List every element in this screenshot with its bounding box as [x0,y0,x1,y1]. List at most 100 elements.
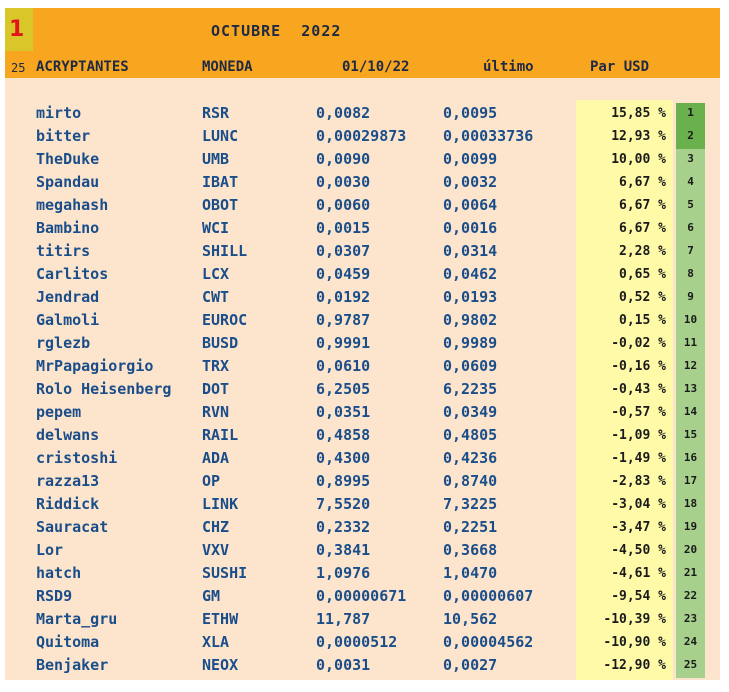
percent-change: -4,50 % [611,543,666,558]
start-price: 0,4858 [316,426,371,444]
rank-cell: 12 [676,356,705,379]
column-header-ultimo[interactable]: último [483,59,534,75]
percent-change: 2,28 % [619,244,666,259]
table-row[interactable]: Galmoli EUROC 0,9787 0,9802 0,15 % 10 [5,310,720,333]
table-row[interactable]: Jendrad CWT 0,0192 0,0193 0,52 % 9 [5,287,720,310]
start-price: 0,0610 [316,357,371,375]
participant-name: pepem [36,403,82,421]
last-price: 7,3225 [443,495,498,513]
percent-change: -0,57 % [611,405,666,420]
table-row[interactable]: Sauracat CHZ 0,2332 0,2251 -3,47 % 19 [5,517,720,540]
start-price: 0,2332 [316,518,371,536]
coin-symbol: CHZ [202,518,230,536]
table-row[interactable]: Spandau IBAT 0,0030 0,0032 6,67 % 4 [5,172,720,195]
participant-name: Lor [36,541,64,559]
participant-name: Sauracat [36,518,109,536]
column-header-moneda[interactable]: MONEDA [202,59,253,75]
table-row[interactable]: Riddick LINK 7,5520 7,3225 -3,04 % 18 [5,494,720,517]
rank-cell: 20 [676,540,705,563]
percent-change: -0,43 % [611,382,666,397]
last-price: 0,0349 [443,403,498,421]
table-row[interactable]: titirs SHILL 0,0307 0,0314 2,28 % 7 [5,241,720,264]
last-price: 0,00000607 [443,587,534,605]
start-price: 0,0082 [316,104,371,122]
start-price: 0,0015 [316,219,371,237]
last-price: 10,562 [443,610,498,628]
column-header-acryptantes[interactable]: ACRYPTANTES [36,59,129,75]
table-row[interactable]: Benjaker NEOX 0,0031 0,0027 -12,90 % 25 [5,655,720,678]
table-row[interactable]: mirto RSR 0,0082 0,0095 15,85 % 1 [5,103,720,126]
rank-cell: 10 [676,310,705,333]
start-price: 0,0459 [316,265,371,283]
start-price: 0,8995 [316,472,371,490]
rank-cell: 9 [676,287,705,310]
table-row[interactable]: bitter LUNC 0,00029873 0,00033736 12,93 % 2 [5,126,720,149]
participant-name: delwans [36,426,100,444]
rank-cell: 5 [676,195,705,218]
percent-change: -12,90 % [603,658,666,673]
participant-name: Marta_gru [36,610,118,628]
table-row[interactable]: Carlitos LCX 0,0459 0,0462 0,65 % 8 [5,264,720,287]
percent-change: 6,67 % [619,175,666,190]
start-price: 11,787 [316,610,371,628]
coin-symbol: NEOX [202,656,239,674]
table-row[interactable]: Rolo Heisenberg DOT 6,2505 6,2235 -0,43 % 13 [5,379,720,402]
table-row[interactable]: Quitoma XLA 0,0000512 0,00004562 -10,90 % 24 [5,632,720,655]
start-price: 0,00000671 [316,587,407,605]
participant-name: titirs [36,242,91,260]
last-price: 0,8740 [443,472,498,490]
table-row[interactable]: megahash OBOT 0,0060 0,0064 6,67 % 5 [5,195,720,218]
rank-cell: 18 [676,494,705,517]
coin-symbol: RVN [202,403,230,421]
coin-symbol: RAIL [202,426,239,444]
rank-cell: 13 [676,379,705,402]
rank-cell: 17 [676,471,705,494]
rank-cell: 14 [676,402,705,425]
column-header-par-usd[interactable]: Par USD [590,59,650,75]
rank-cell: 1 [676,103,705,126]
participant-name: Riddick [36,495,100,513]
rank-cell: 23 [676,609,705,632]
table-row[interactable]: RSD9 GM 0,00000671 0,00000607 -9,54 % 22 [5,586,720,609]
start-price: 0,0000512 [316,633,398,651]
participant-name: RSD9 [36,587,73,605]
table-row[interactable]: TheDuke UMB 0,0090 0,0099 10,00 % 3 [5,149,720,172]
start-price: 0,4300 [316,449,371,467]
last-price: 0,0064 [443,196,498,214]
last-price: 0,0027 [443,656,498,674]
participant-name: TheDuke [36,150,100,168]
table-row[interactable]: Lor VXV 0,3841 0,3668 -4,50 % 20 [5,540,720,563]
start-price: 7,5520 [316,495,371,513]
start-price: 1,0976 [316,564,371,582]
percent-change: -3,47 % [611,520,666,535]
rank-cell: 21 [676,563,705,586]
coin-symbol: SHILL [202,242,248,260]
table-row[interactable]: Marta_gru ETHW 11,787 10,562 -10,39 % 23 [5,609,720,632]
coin-symbol: ADA [202,449,230,467]
last-price: 0,0314 [443,242,498,260]
last-price: 0,00004562 [443,633,534,651]
last-price: 1,0470 [443,564,498,582]
table-row[interactable]: delwans RAIL 0,4858 0,4805 -1,09 % 15 [5,425,720,448]
coin-symbol: CWT [202,288,230,306]
coin-symbol: OP [202,472,221,490]
table-row[interactable]: pepem RVN 0,0351 0,0349 -0,57 % 14 [5,402,720,425]
coin-symbol: EUROC [202,311,248,329]
table-row[interactable]: Bambino WCI 0,0015 0,0016 6,67 % 6 [5,218,720,241]
table-row[interactable]: hatch SUSHI 1,0976 1,0470 -4,61 % 21 [5,563,720,586]
table-row[interactable]: MrPapagiorgio TRX 0,0610 0,0609 -0,16 % 12 [5,356,720,379]
coin-symbol: VXV [202,541,230,559]
percent-change: 0,65 % [619,267,666,282]
coin-symbol: LINK [202,495,239,513]
rank-cell: 16 [676,448,705,471]
participant-name: mirto [36,104,82,122]
table-row[interactable]: rglezb BUSD 0,9991 0,9989 -0,02 % 11 [5,333,720,356]
table-row[interactable]: razza13 OP 0,8995 0,8740 -2,83 % 17 [5,471,720,494]
percent-change: 15,85 % [611,106,666,121]
column-header-start-date[interactable]: 01/10/22 [342,59,410,75]
table-row[interactable]: cristoshi ADA 0,4300 0,4236 -1,49 % 16 [5,448,720,471]
last-price: 0,0193 [443,288,498,306]
rank-cell: 15 [676,425,705,448]
rank-cell: 22 [676,586,705,609]
participant-name: Galmoli [36,311,100,329]
